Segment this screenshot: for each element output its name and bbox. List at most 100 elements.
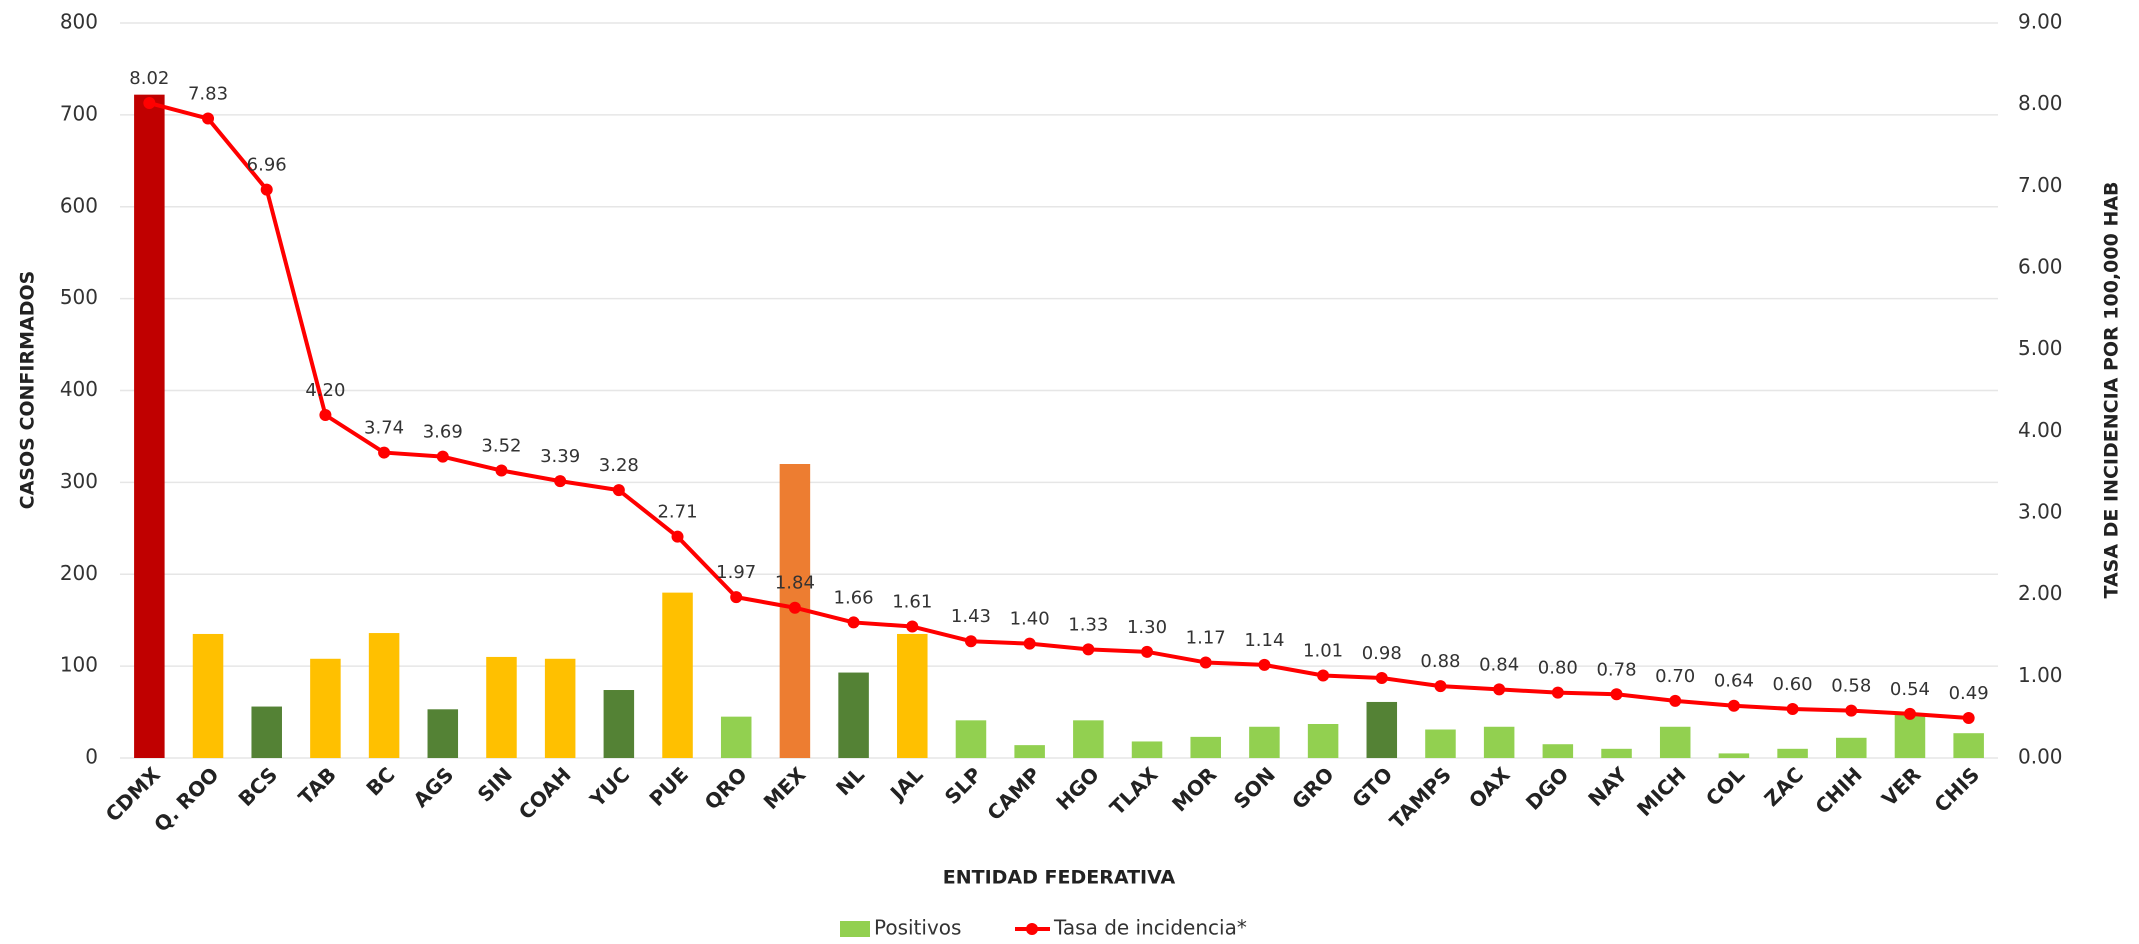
bar <box>897 633 928 758</box>
x-tick-label: TAMPS <box>1385 762 1456 833</box>
data-label: 8.02 <box>129 68 169 89</box>
y2-tick-label: 9.00 <box>2018 10 2063 34</box>
bar <box>662 592 693 758</box>
y2-tick-label: 0.00 <box>2018 745 2063 769</box>
line-marker <box>1551 686 1564 699</box>
x-tick-label: ZAC <box>1759 762 1808 811</box>
x-axis-title: ENTIDAD FEDERATIVA <box>943 867 1176 889</box>
data-label: 3.39 <box>540 446 580 467</box>
bar <box>1894 713 1926 758</box>
x-tick-label: COAH <box>514 762 576 824</box>
data-label: 1.14 <box>1244 630 1284 651</box>
line-marker <box>319 409 332 421</box>
data-label: 1.30 <box>1127 617 1167 638</box>
bar <box>1425 729 1456 758</box>
line-marker <box>730 591 743 604</box>
data-label: 1.33 <box>1068 614 1108 635</box>
x-tick-label: DGO <box>1521 762 1573 814</box>
data-label: 6.96 <box>247 155 287 176</box>
bar <box>1718 753 1750 758</box>
x-tick-label: COL <box>1701 762 1750 811</box>
bar <box>368 633 400 758</box>
data-label: 0.88 <box>1420 651 1460 672</box>
line-marker <box>143 97 156 110</box>
line-marker <box>495 464 508 477</box>
y-tick-label: 800 <box>60 10 98 34</box>
data-label: 7.83 <box>188 84 228 105</box>
x-tick-label: NL <box>831 762 869 800</box>
line-marker <box>1903 707 1916 720</box>
bar <box>192 633 224 758</box>
x-tick-label: BC <box>361 762 399 800</box>
x-tick-label: MOR <box>1167 762 1221 816</box>
data-label: 0.80 <box>1538 658 1578 679</box>
data-label: 0.78 <box>1596 659 1636 680</box>
data-label: 1.66 <box>834 587 874 608</box>
y2-axis-title: TASA DE INCIDENCIA POR 100,000 HAB <box>2101 181 2123 598</box>
bar <box>720 716 752 758</box>
x-tick-label: CAMP <box>982 762 1045 825</box>
legend-swatch <box>1026 923 1038 935</box>
bar <box>1542 744 1574 758</box>
x-tick-label: SLP <box>940 762 987 809</box>
bar <box>1307 724 1339 758</box>
data-label: 0.54 <box>1890 679 1930 700</box>
x-tick-label: OAX <box>1464 762 1515 813</box>
x-tick-label: CHIH <box>1810 762 1866 818</box>
data-label: 0.60 <box>1773 674 1813 695</box>
bar <box>251 706 282 758</box>
x-tick-label: CHIS <box>1929 762 1984 817</box>
line-marker <box>964 635 977 648</box>
bar <box>1836 737 1867 758</box>
x-tick-label: JAL <box>884 762 928 806</box>
x-tick-label: TLAX <box>1105 762 1163 820</box>
legend-label: Tasa de incidencia* <box>1053 916 1247 940</box>
x-tick-label: SIN <box>473 762 517 806</box>
y-tick-label: 300 <box>60 469 98 493</box>
bar <box>1190 736 1221 758</box>
line-marker <box>612 484 625 497</box>
line-marker <box>1727 699 1740 712</box>
bar <box>1014 745 1045 758</box>
bar <box>1249 726 1280 758</box>
data-label: 1.84 <box>775 573 815 594</box>
bar <box>1659 726 1691 758</box>
y2-tick-label: 1.00 <box>2018 663 2063 687</box>
line-marker <box>436 450 449 463</box>
x-tick-label: GTO <box>1347 762 1397 812</box>
line-marker <box>1669 694 1682 707</box>
x-tick-label: BCS <box>234 762 283 811</box>
bar <box>1483 726 1515 758</box>
data-label: 0.84 <box>1479 654 1519 675</box>
data-label: 1.17 <box>1186 627 1226 648</box>
y-tick-label: 600 <box>60 193 98 217</box>
line-marker <box>1962 711 1975 724</box>
data-label: 1.01 <box>1303 641 1343 662</box>
data-label: 4.20 <box>305 380 345 401</box>
line-marker <box>1023 637 1036 650</box>
line-marker <box>1493 683 1506 696</box>
legend-label: Positivos <box>874 916 961 940</box>
line-marker <box>671 530 684 543</box>
x-tick-label: Q. ROO <box>149 762 223 836</box>
x-tick-label: PUE <box>644 762 692 810</box>
x-tick-label: VER <box>1877 762 1925 810</box>
line-marker <box>847 616 860 629</box>
line-marker <box>906 620 919 633</box>
line-marker <box>1141 645 1154 658</box>
y-tick-label: 200 <box>60 561 98 585</box>
line-marker <box>788 601 801 614</box>
line-marker <box>1258 658 1271 671</box>
bar <box>955 720 987 758</box>
x-tick-label: YUC <box>584 762 634 812</box>
data-label: 3.74 <box>364 418 404 439</box>
data-label: 0.58 <box>1831 676 1871 697</box>
data-label: 0.98 <box>1362 643 1402 664</box>
bar <box>134 94 165 759</box>
line-marker <box>378 446 391 459</box>
y2-tick-label: 4.00 <box>2018 418 2063 442</box>
bar <box>1073 720 1104 758</box>
data-label: 1.40 <box>1010 609 1050 630</box>
line-marker <box>1610 688 1623 701</box>
x-tick-label: MEX <box>759 762 811 814</box>
